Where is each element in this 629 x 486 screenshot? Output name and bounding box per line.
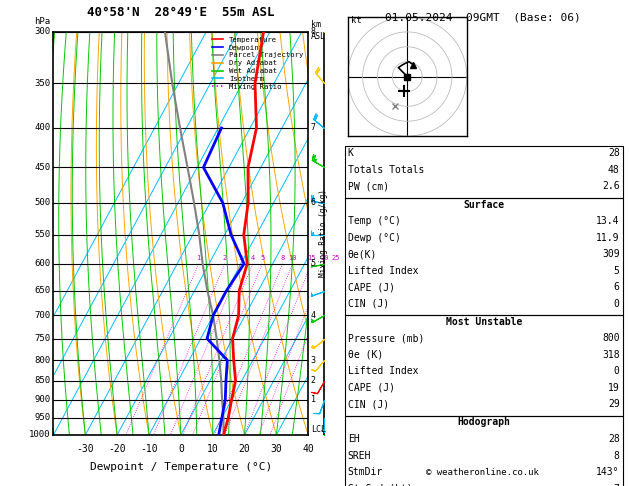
Text: K: K (348, 148, 353, 158)
Text: 800: 800 (34, 356, 50, 364)
Text: 40°58'N  28°49'E  55m ASL: 40°58'N 28°49'E 55m ASL (87, 6, 275, 19)
Text: 29: 29 (608, 399, 620, 410)
Text: 700: 700 (34, 311, 50, 320)
Text: StmSpd (kt): StmSpd (kt) (348, 484, 413, 486)
Text: 143°: 143° (596, 467, 620, 477)
Text: -20: -20 (108, 444, 126, 454)
Text: Lifted Index: Lifted Index (348, 366, 418, 377)
Text: hPa: hPa (34, 17, 50, 26)
Text: Dewp (°C): Dewp (°C) (348, 233, 401, 243)
Text: 8: 8 (281, 255, 284, 260)
Text: 7: 7 (614, 484, 620, 486)
Text: 6: 6 (614, 282, 620, 293)
Text: PW (cm): PW (cm) (348, 181, 389, 191)
Text: 309: 309 (602, 249, 620, 260)
Text: 5: 5 (614, 266, 620, 276)
Text: 20: 20 (320, 255, 329, 260)
Text: 28: 28 (608, 148, 620, 158)
Text: Pressure (mb): Pressure (mb) (348, 333, 424, 344)
Text: kt: kt (351, 16, 362, 25)
Text: Dewpoint / Temperature (°C): Dewpoint / Temperature (°C) (90, 462, 272, 472)
Text: CAPE (J): CAPE (J) (348, 282, 395, 293)
Text: 600: 600 (34, 260, 50, 268)
Text: 28: 28 (608, 434, 620, 444)
Text: EH: EH (348, 434, 360, 444)
Text: 20: 20 (238, 444, 250, 454)
Text: 19: 19 (608, 383, 620, 393)
Text: Surface: Surface (463, 200, 504, 210)
Text: 8: 8 (311, 27, 316, 36)
Text: StmDir: StmDir (348, 467, 383, 477)
Text: 750: 750 (34, 334, 50, 343)
Text: 25: 25 (331, 255, 340, 260)
Text: 40: 40 (303, 444, 314, 454)
Text: 3: 3 (239, 255, 243, 260)
Text: 1: 1 (196, 255, 201, 260)
Text: 400: 400 (34, 123, 50, 133)
Text: 318: 318 (602, 350, 620, 360)
Text: 01.05.2024  09GMT  (Base: 06): 01.05.2024 09GMT (Base: 06) (385, 12, 581, 22)
Text: 2: 2 (223, 255, 227, 260)
Text: 950: 950 (34, 413, 50, 422)
Text: θe (K): θe (K) (348, 350, 383, 360)
Text: 10: 10 (207, 444, 218, 454)
Text: Most Unstable: Most Unstable (445, 317, 522, 327)
Text: 4: 4 (311, 311, 316, 320)
Text: 5: 5 (260, 255, 264, 260)
Text: Lifted Index: Lifted Index (348, 266, 418, 276)
Text: θe(K): θe(K) (348, 249, 377, 260)
Text: km: km (311, 20, 321, 29)
Text: 30: 30 (270, 444, 282, 454)
Text: SREH: SREH (348, 451, 371, 461)
Text: 800: 800 (602, 333, 620, 344)
Text: 10: 10 (288, 255, 297, 260)
Text: 2: 2 (311, 376, 316, 385)
Text: 11.9: 11.9 (596, 233, 620, 243)
Text: CIN (J): CIN (J) (348, 299, 389, 309)
Text: 850: 850 (34, 376, 50, 385)
Text: Mixing Ratio (g/kg): Mixing Ratio (g/kg) (320, 190, 328, 277)
Text: 48: 48 (608, 165, 620, 175)
Text: 0: 0 (614, 299, 620, 309)
Text: LCL: LCL (311, 425, 326, 434)
Text: 6: 6 (311, 198, 316, 207)
Text: -30: -30 (77, 444, 94, 454)
Text: 650: 650 (34, 286, 50, 295)
Text: Hodograph: Hodograph (457, 417, 510, 428)
Text: 550: 550 (34, 230, 50, 239)
Text: © weatheronline.co.uk: © weatheronline.co.uk (426, 468, 539, 477)
Legend: Temperature, Dewpoint, Parcel Trajectory, Dry Adiabat, Wet Adiabat, Isotherm, Mi: Temperature, Dewpoint, Parcel Trajectory… (211, 35, 304, 91)
Text: Temp (°C): Temp (°C) (348, 216, 401, 226)
Text: 0: 0 (178, 444, 184, 454)
Text: 4: 4 (250, 255, 255, 260)
Text: Totals Totals: Totals Totals (348, 165, 424, 175)
Text: 7: 7 (311, 123, 316, 133)
Text: 350: 350 (34, 79, 50, 88)
Text: 1: 1 (311, 395, 316, 404)
Text: 1000: 1000 (29, 431, 50, 439)
Text: 8: 8 (614, 451, 620, 461)
Text: CAPE (J): CAPE (J) (348, 383, 395, 393)
Text: 450: 450 (34, 163, 50, 172)
Text: -10: -10 (140, 444, 158, 454)
Text: 300: 300 (34, 27, 50, 36)
Text: CIN (J): CIN (J) (348, 399, 389, 410)
Text: 2.6: 2.6 (602, 181, 620, 191)
Text: 500: 500 (34, 198, 50, 207)
Text: 900: 900 (34, 395, 50, 404)
Text: 5: 5 (311, 260, 316, 268)
Text: 0: 0 (614, 366, 620, 377)
Text: ASL: ASL (311, 32, 326, 41)
Text: 15: 15 (307, 255, 315, 260)
Text: 3: 3 (311, 356, 316, 364)
Text: 13.4: 13.4 (596, 216, 620, 226)
